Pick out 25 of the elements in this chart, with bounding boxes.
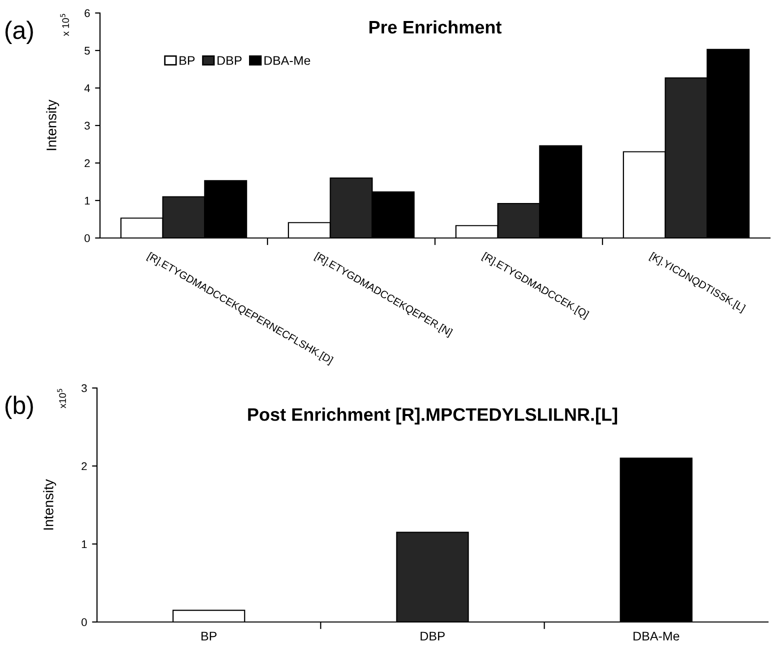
- text: Post Enrichment [R].MPCTEDYLSLILNR.[L]: [248, 408, 618, 424]
- y-tick-label: 5: [84, 46, 90, 55]
- x-tick-label: DBP: [420, 632, 445, 640]
- y-axis-title: Intensity: [43, 479, 56, 530]
- y-tick-label: 6: [84, 9, 90, 18]
- legend-label: DBP: [218, 56, 242, 65]
- y-tick-label: 3: [84, 122, 90, 130]
- text: (a): [5, 20, 33, 44]
- y-tick-label: 0: [82, 618, 87, 626]
- text: (b): [5, 396, 33, 420]
- y-tick-label: 0: [84, 234, 90, 242]
- y-axis-title: Intensity: [46, 100, 60, 150]
- text: x 10$^{5}$: [60, 14, 70, 36]
- y-tick-label: 3: [82, 384, 87, 392]
- y-tick-label: 1: [82, 540, 87, 548]
- y-tick-label: 4: [84, 84, 90, 92]
- y-tick-label: 2: [82, 462, 87, 470]
- x-tick-label: DBA-Me: [634, 632, 680, 641]
- y-tick-label: 1: [84, 196, 90, 205]
- x-tick-label: BP: [202, 632, 217, 640]
- y-tick-label: 2: [84, 159, 90, 168]
- text: x10$^{5}$: [57, 388, 66, 408]
- legend-label: BP: [180, 56, 195, 65]
- chart-title: Pre Enrichment: [369, 20, 502, 34]
- legend-label: DBA-Me: [264, 56, 310, 65]
